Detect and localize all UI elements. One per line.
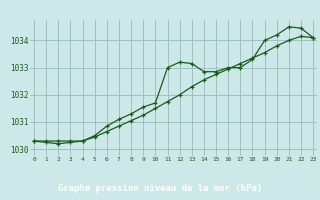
Text: Graphe pression niveau de la mer (hPa): Graphe pression niveau de la mer (hPa) — [58, 184, 262, 193]
